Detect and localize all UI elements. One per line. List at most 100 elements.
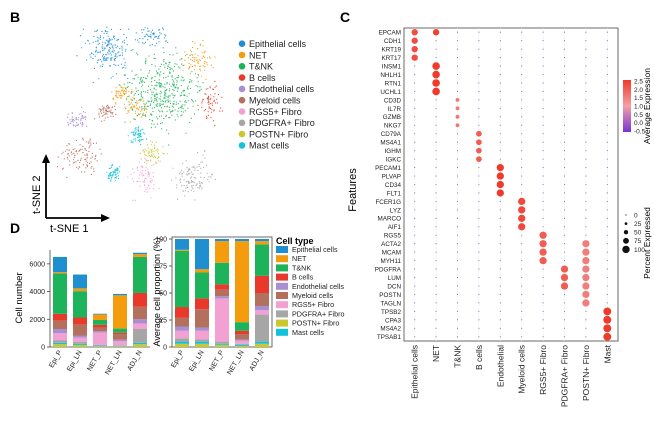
- dotplot-dot: [585, 234, 587, 236]
- dotplot-dot: [542, 209, 544, 211]
- dotplot-dot: [478, 48, 480, 50]
- dotplot-dot: [435, 48, 437, 50]
- dotplot-dot: [521, 90, 523, 92]
- dotplot-dot: [585, 167, 587, 169]
- cell-proportion-bar-segment: [195, 298, 209, 310]
- dotplot-dot: [456, 192, 459, 194]
- dotplot-dot: [585, 327, 587, 329]
- dotplot-dot: [606, 158, 608, 160]
- dotplot-dot: [478, 260, 480, 262]
- dotplot-dot: [499, 65, 501, 67]
- celltype-legend-label: PDGFRA+ Fibro: [292, 309, 345, 318]
- dotplot-dot: [499, 107, 501, 109]
- cell-number-bar-segment: [73, 317, 87, 325]
- dotplot-group-labels: Epithelial cells NET T&NK B cells Endothelia…: [410, 344, 613, 407]
- dotplot-dot: [499, 217, 501, 219]
- dotplot-dot: [435, 183, 437, 186]
- dotplot-dot: [606, 31, 608, 33]
- dotplot-dot: [435, 302, 437, 304]
- dotplot-dot: [435, 277, 437, 279]
- dotplot-dot: [585, 31, 587, 33]
- dotplot-dot: [456, 82, 459, 84]
- cell-number-bar-segment: [73, 344, 87, 347]
- dotplot-dot: [521, 268, 523, 270]
- dotplot-dot: [542, 277, 544, 279]
- dotplot-dot: [478, 200, 480, 202]
- dotplot-dot: [435, 217, 437, 219]
- dotplot-dots: [411, 29, 612, 341]
- dotplot-dot: [499, 310, 501, 312]
- dotplot-dot: [585, 150, 587, 152]
- cell-proportion-ytick-label: 50: [159, 291, 167, 298]
- dotplot-dot: [414, 183, 416, 186]
- dotplot-dot: [563, 82, 566, 84]
- celltype-legend-label: B cells: [292, 273, 314, 282]
- dotplot-dot: [603, 307, 612, 316]
- dotplot-dot: [521, 150, 523, 152]
- dotplot-dot: [606, 192, 608, 194]
- dotplot-dot: [414, 209, 416, 211]
- tsne-cluster-points: [123, 98, 148, 123]
- dotplot-dot: [585, 226, 587, 228]
- cell-number-bar-segment: [73, 291, 87, 318]
- tsne-legend-label: Epithelial cells: [249, 39, 307, 49]
- dotplot-feature-label: NHLH1: [380, 72, 401, 79]
- dotplot-dot: [455, 123, 460, 128]
- dotplot-dot: [606, 124, 608, 126]
- cell-number-bar-segment: [53, 273, 67, 314]
- dotplot-dot: [563, 167, 566, 169]
- dotplot-dot: [499, 226, 501, 228]
- celltype-legend-swatch: [276, 282, 288, 290]
- dotplot-dot: [414, 141, 416, 143]
- dotplot-dot: [432, 70, 440, 79]
- dotplot-dot: [563, 175, 566, 177]
- cell-proportion-bar-segment: [175, 250, 189, 308]
- tsne-legend-label: Endothelial cells: [249, 84, 315, 94]
- dotplot-dot: [542, 48, 544, 50]
- tsne-legend-label: B cells: [249, 73, 276, 83]
- dotplot-dot: [585, 192, 587, 194]
- dotplot-dot: [432, 79, 440, 87]
- cell-number-bar-segment: [133, 292, 147, 307]
- dotplot-dot: [585, 124, 587, 126]
- dotplot-dot: [478, 277, 480, 279]
- tsne-legend-label: Mast cells: [249, 141, 290, 151]
- dotplot-dot: [563, 327, 566, 329]
- dotplot-dot: [456, 48, 459, 50]
- dotplot-feature-label: RTN1: [385, 80, 402, 87]
- dotplot-dot: [521, 158, 523, 160]
- dotplot-ylabel: Features: [347, 168, 359, 212]
- dotplot-dot: [606, 175, 608, 177]
- dotplot-dot: [411, 37, 418, 44]
- dotplot-dot: [456, 90, 459, 92]
- colorbar-tick-label: 0.0: [634, 120, 643, 127]
- dotplot-group-label: PDGFRA+ Fibro: [560, 345, 570, 407]
- cell-proportion-ytick-label: 25: [159, 318, 167, 325]
- cell-number-bar-segment: [113, 332, 127, 335]
- cell-number-xtick-label: NET_LN: [104, 350, 123, 377]
- dotplot-dot: [542, 82, 544, 84]
- dotplot-dot: [456, 141, 459, 143]
- dotplot-dot: [585, 175, 587, 177]
- colorbar: [623, 80, 631, 132]
- celltype-legend-title: Cell type: [276, 236, 314, 246]
- dotplot-dot: [606, 107, 608, 109]
- dotplot-dot: [606, 116, 608, 118]
- dotplot-dot: [563, 65, 566, 67]
- dotplot-feature-label: INSM1: [382, 63, 402, 70]
- cell-proportion-bar-segment: [175, 317, 189, 327]
- dotplot-dot: [414, 158, 416, 160]
- cell-proportion-bar-segment: [175, 330, 189, 339]
- cell-number-xtick-label: Epi_P: [48, 349, 64, 369]
- dotplot-feature-label: MYH11: [380, 258, 401, 265]
- cell-proportion-bar-segment: [215, 343, 229, 345]
- dotplot-feature-label: ACTA2: [381, 241, 401, 248]
- size-legend-dot: [623, 237, 629, 244]
- dotplot-feature-label: EPCAM: [379, 30, 401, 37]
- celltype-legend-label: Endothelial cells: [292, 282, 344, 291]
- dotplot-feature-label: CD3D: [384, 97, 402, 104]
- cell-number-bar-segment: [53, 313, 67, 321]
- panel-label-c: C: [340, 9, 350, 25]
- cell-proportion-bar-segment: [235, 334, 249, 340]
